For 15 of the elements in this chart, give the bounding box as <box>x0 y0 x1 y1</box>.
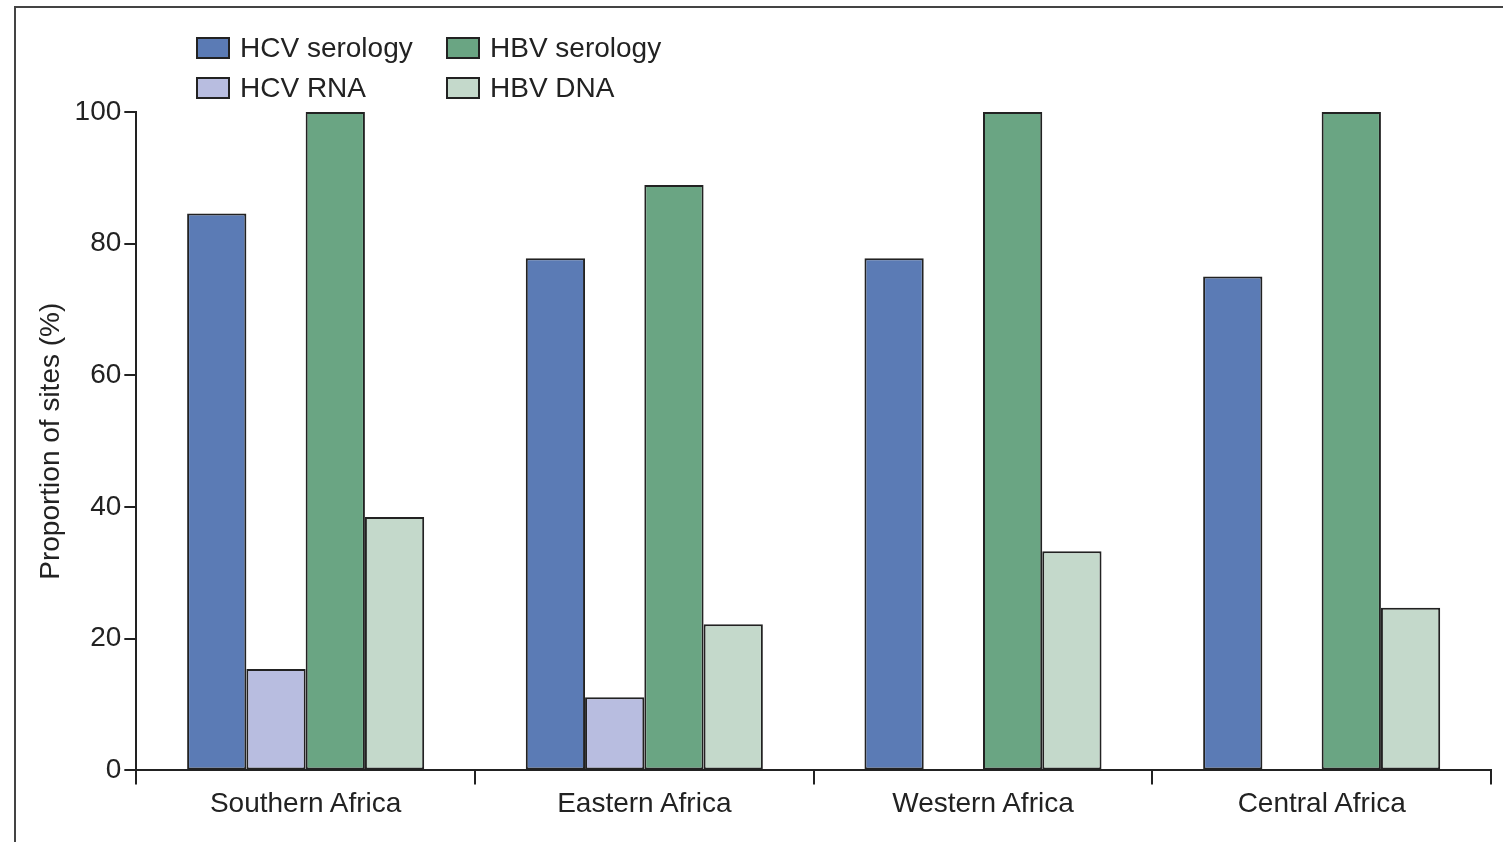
y-tick-label: 20 <box>90 621 122 653</box>
legend-label: HBV serology <box>490 32 662 64</box>
x-tick-label: Eastern Africa <box>557 786 732 818</box>
y-tick-label: 60 <box>90 358 122 390</box>
x-tick-label: Central Africa <box>1237 786 1407 818</box>
legend-label: HCV RNA <box>240 72 367 104</box>
y-tick-label: 40 <box>90 489 122 521</box>
y-tick-label: 100 <box>74 94 122 126</box>
x-tick-label: Southern Africa <box>209 786 402 818</box>
y-axis-title: Proportion of sites (%) <box>33 302 65 580</box>
legend-label: HCV serology <box>240 32 413 64</box>
legend-label: HBV DNA <box>490 72 615 104</box>
x-tick-label: Western Africa <box>892 786 1075 818</box>
y-tick-label: 80 <box>90 226 122 258</box>
y-tick-label: 0 <box>105 753 122 785</box>
